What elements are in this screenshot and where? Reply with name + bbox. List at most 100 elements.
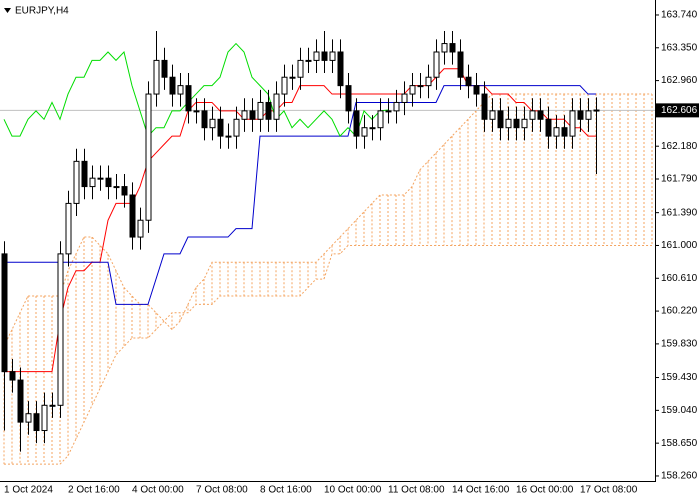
y-tick-label: 160.220 [661,306,698,317]
candle-body [25,413,32,423]
candle-body [361,127,368,137]
y-tick-label: 161.000 [661,240,698,251]
candle-body [385,110,392,113]
indicator-line [3,42,389,138]
candle-body [65,202,72,255]
candle-body [425,76,432,87]
x-tick-label: 14 Oct 16:00 [452,485,510,496]
candle-body [577,110,584,120]
x-tick-label: 10 Oct 00:00 [324,485,382,496]
y-tick-label: 161.390 [661,207,698,218]
candle-body [49,404,56,407]
candle-body [145,93,152,221]
candle-body [393,101,400,112]
y-tick-label: 159.040 [661,405,698,416]
candle-body [521,118,528,129]
candle-body [569,110,576,137]
x-tick-label: 17 Oct 08:00 [580,485,638,496]
y-tick-label: 162.180 [661,141,698,152]
candle-body [57,253,64,406]
candle-body [553,127,560,137]
candle-body [233,118,240,137]
candle-body [353,110,360,137]
candle-body [201,110,208,129]
candle-body [1,253,8,373]
y-tick-label: 159.430 [661,372,698,383]
candle-body [209,118,216,129]
candle-body [185,85,192,112]
candle-body [9,371,16,381]
candle-body [545,118,552,137]
candle-body [513,118,520,129]
x-tick-label: 2 Oct 16:00 [68,485,120,496]
y-tick-label: 161.790 [661,174,698,185]
candle-body [441,43,448,53]
candle-body [401,93,408,103]
candle-body [241,110,248,120]
indicator-line [4,85,596,305]
candle-body [17,379,24,423]
candle-body [585,110,592,120]
candle-body [369,127,376,130]
candle-body [105,177,112,188]
candle-body [153,59,160,95]
candle-body [121,186,128,196]
candle-body [297,59,304,78]
candle-body [321,51,328,61]
candle-body [113,186,120,189]
candle-body [305,59,312,62]
y-tick-label: 163.350 [661,42,698,53]
candle-body [97,177,104,180]
candle-body [529,110,536,120]
candle-body [409,85,416,95]
candle-body [537,110,544,120]
candle-body [473,85,480,95]
candle-body [481,93,488,120]
candle-body [593,109,600,112]
x-tick-label: 16 Oct 00:00 [516,485,574,496]
candle-body [561,127,568,137]
cloud-span-b [4,244,652,465]
y-tick-label: 163.740 [661,10,698,21]
candle-body [465,76,472,87]
x-tick-label: 7 Oct 08:00 [196,485,248,496]
cloud-span-a [3,93,652,347]
candle-body [489,110,496,120]
title-arrow [4,8,11,13]
y-tick-label: 158.650 [661,438,698,449]
candle-body [169,76,176,95]
y-tick-label: 162.960 [661,75,698,86]
x-tick-label: 8 Oct 16:00 [260,485,312,496]
x-tick-label: 4 Oct 00:00 [132,485,184,496]
candle-body [345,85,352,112]
candle-body [81,160,88,188]
x-tick-label: 11 Oct 08:00 [388,485,445,496]
candle-body [41,404,48,432]
candle-body [257,101,264,120]
candle-body [329,51,336,61]
chart-title: EURJPY,H4 [15,6,69,17]
candle-body [417,85,424,88]
candle-body [137,219,144,238]
candle-body [457,51,464,78]
candle-body [449,43,456,53]
y-tick-label: 158.260 [661,471,698,482]
plot-area [0,30,655,465]
candle-body [289,76,296,79]
candle-body [217,118,224,137]
candle-body [281,76,288,95]
candle-body [313,51,320,61]
y-tick-label: 159.830 [661,339,698,350]
candle-body [129,194,136,238]
candle-body [249,110,256,120]
candle-body [497,110,504,129]
candle-body [89,177,96,188]
y-tick-label: 160.610 [661,273,698,284]
candle-body [161,59,168,78]
candle-body [265,101,272,120]
candle-body [33,413,40,432]
candle-body [193,110,200,113]
